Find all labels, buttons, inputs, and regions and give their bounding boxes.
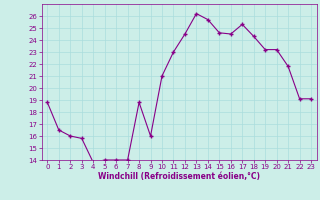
X-axis label: Windchill (Refroidissement éolien,°C): Windchill (Refroidissement éolien,°C) — [98, 172, 260, 181]
